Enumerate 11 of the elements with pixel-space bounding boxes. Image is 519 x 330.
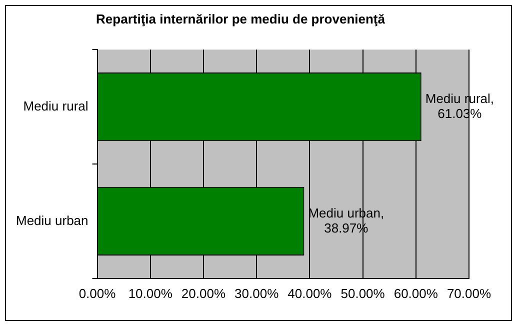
x-tick-label: 10.00%: [128, 286, 173, 301]
x-tick-label: 20.00%: [181, 286, 226, 301]
chart-title: Repartiţia internărilor pe mediu de provenienţă: [96, 11, 386, 26]
x-tick-label: 50.00%: [340, 286, 386, 301]
x-tick-label: 0.00%: [78, 286, 116, 301]
x-tick-label: 30.00%: [234, 286, 280, 301]
x-tick-label: 70.00%: [446, 286, 492, 301]
y-tick-label: Mediu rural: [23, 98, 88, 114]
y-tick-label: Mediu urban: [16, 212, 88, 228]
x-tick-label: 60.00%: [394, 286, 438, 301]
x-tick-label: 40.00%: [288, 286, 332, 301]
